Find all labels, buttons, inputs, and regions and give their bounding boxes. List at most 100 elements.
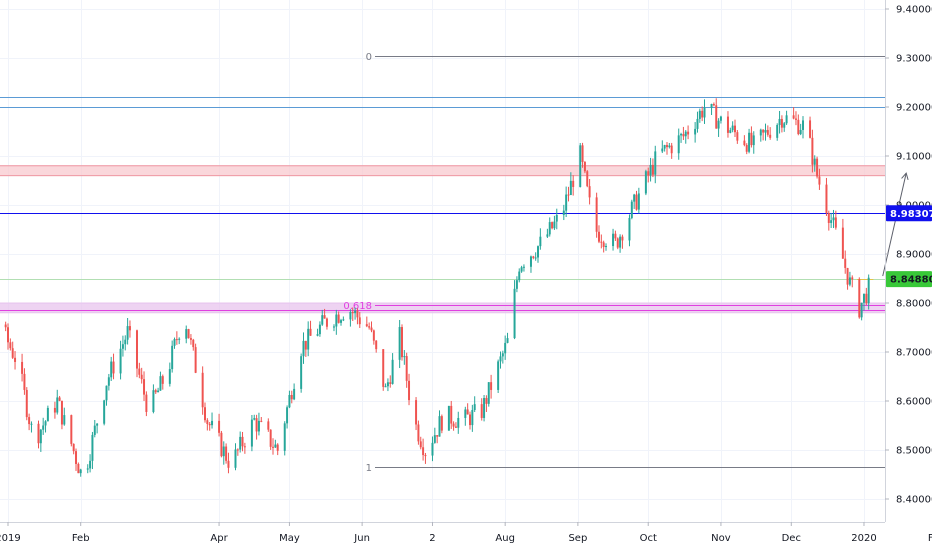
candle-body — [440, 416, 443, 431]
candle-body — [175, 339, 178, 341]
price-tick-label: 8.70000 — [896, 348, 932, 359]
candles — [4, 98, 870, 477]
candle-body — [110, 361, 113, 378]
candle-body — [288, 395, 291, 408]
candle-body — [96, 423, 99, 426]
candle-body — [168, 369, 171, 384]
candle-body — [534, 257, 537, 259]
candle-body — [450, 405, 453, 424]
candle-body — [349, 312, 352, 320]
candle-body — [105, 385, 108, 401]
candle-body — [75, 451, 78, 464]
candle-body — [858, 279, 861, 318]
candle-body — [614, 233, 617, 239]
candle-body — [321, 315, 324, 325]
candle-body — [701, 110, 704, 118]
candle-body — [286, 407, 289, 424]
candle-body — [696, 118, 699, 129]
candle-body — [272, 446, 275, 448]
candle-body — [860, 302, 863, 318]
arrow-head — [901, 172, 909, 181]
candle-body — [497, 361, 500, 390]
candle-body — [138, 368, 141, 375]
candle-body — [520, 267, 523, 272]
candle-body — [356, 310, 359, 318]
candle-body — [698, 110, 701, 119]
candle-body — [159, 376, 162, 391]
candle-body — [431, 442, 434, 456]
time-tick-label: 2020 — [851, 533, 876, 544]
candle-body — [389, 382, 392, 384]
candle-body — [438, 416, 441, 437]
candle-body — [769, 134, 772, 138]
candle-body — [42, 425, 45, 430]
candle-body — [77, 463, 80, 474]
candle-body — [119, 348, 122, 374]
candle-body — [464, 409, 467, 418]
candle-body — [825, 184, 828, 213]
candle-body — [588, 186, 591, 198]
candle-body — [522, 266, 525, 268]
candle-body — [651, 164, 654, 175]
candle-body — [220, 432, 223, 457]
candle-body — [649, 164, 652, 176]
candle-body — [185, 329, 188, 339]
projection-arrow[interactable] — [882, 172, 909, 277]
candle-body — [267, 421, 270, 430]
candle-body — [386, 382, 389, 387]
candle-body — [469, 414, 471, 426]
candle-body — [619, 236, 622, 248]
candle-body — [415, 400, 418, 425]
candle-body — [862, 293, 865, 303]
candle-body — [208, 424, 211, 426]
candle-body — [776, 125, 779, 138]
horizontal-lines — [0, 97, 885, 311]
candle-body — [452, 423, 455, 427]
candle-body — [487, 382, 490, 404]
candle-body — [398, 327, 401, 360]
price-tick-label: 8.90000 — [896, 250, 932, 261]
candle-body — [91, 434, 94, 461]
candle-body — [867, 277, 870, 304]
candle-body — [408, 380, 411, 401]
price-tick-label: 8.60000 — [896, 397, 932, 408]
candle-body — [201, 372, 204, 408]
candle-body — [736, 132, 739, 141]
price-badge-box — [886, 205, 932, 222]
candle-body — [290, 395, 293, 400]
candle-body — [307, 328, 310, 350]
time-tick-label: Sep — [568, 533, 587, 544]
candle-body — [234, 449, 237, 468]
candle-body — [762, 129, 765, 133]
candle-body — [89, 460, 92, 469]
price-tick-label: 9.10000 — [896, 152, 932, 163]
candle-body — [79, 469, 82, 474]
candle-body — [260, 420, 263, 422]
candle-body — [792, 115, 795, 119]
candle-body — [178, 338, 181, 340]
candle-body — [816, 158, 819, 177]
candle-body — [633, 194, 636, 202]
candle-body — [752, 135, 755, 146]
candle-body — [225, 446, 228, 461]
candle-body — [483, 398, 486, 418]
candle-body — [56, 397, 59, 413]
candle-body — [304, 340, 307, 350]
candle-body — [537, 246, 540, 258]
price-axis[interactable]: 9.400009.300009.200009.100009.000008.900… — [885, 5, 932, 506]
candle-body — [318, 324, 321, 335]
candle-body — [759, 129, 762, 136]
candle-body — [187, 329, 190, 339]
candle-body — [309, 328, 312, 336]
candle-body — [368, 326, 371, 328]
candle-body — [70, 415, 73, 444]
time-axis[interactable]: 2019 Feb Apr May Jun 2 Aug Sep Oct Nov Dec 2020 Feb — [0, 522, 932, 544]
candle-body — [124, 339, 127, 345]
candle-body — [480, 404, 483, 418]
candle-body — [504, 342, 507, 354]
fibonacci-retracement[interactable]: 0 0.618 1 — [343, 52, 885, 474]
candle-body — [454, 426, 457, 428]
candle-body — [211, 420, 214, 426]
